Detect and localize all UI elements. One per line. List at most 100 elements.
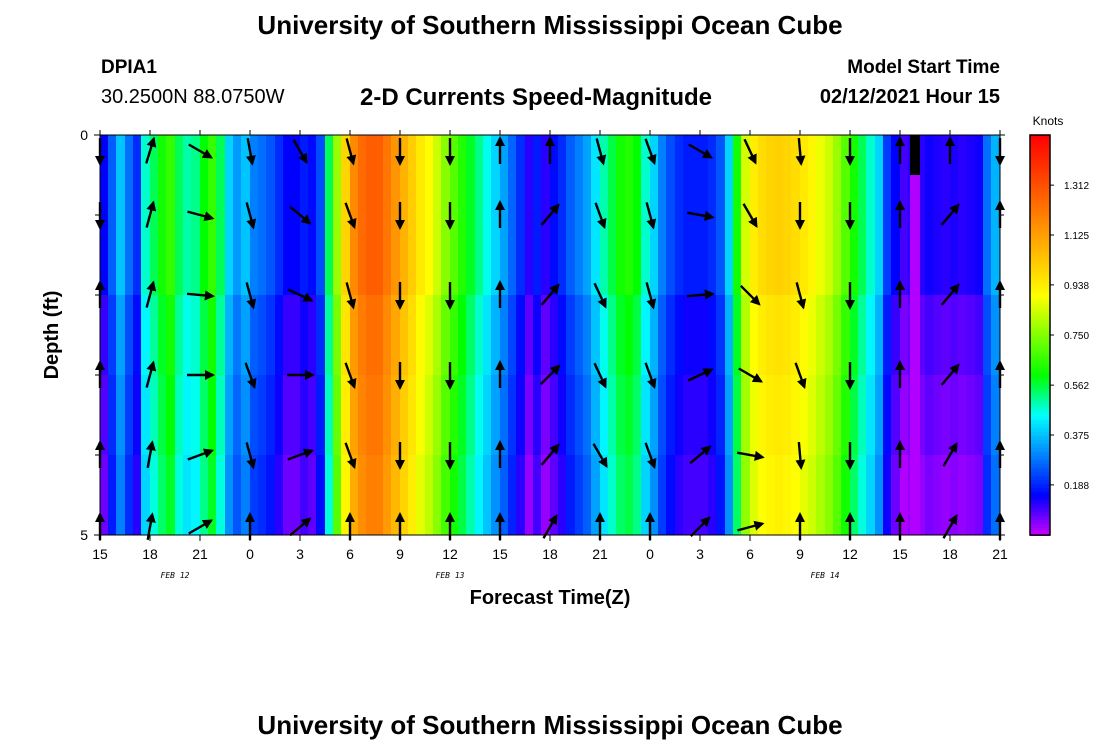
- heatmap-cell: [400, 135, 410, 216]
- colorbar-swatch: [1030, 279, 1050, 283]
- heatmap-cell: [766, 215, 776, 296]
- heatmap-cell: [125, 375, 135, 456]
- heatmap-cell: [991, 295, 1000, 376]
- heatmap-cell: [483, 455, 493, 535]
- heatmap-cell: [133, 295, 143, 376]
- heatmap-cell: [708, 215, 718, 296]
- heatmap-cell: [591, 135, 601, 216]
- heatmap-cell: [733, 135, 743, 216]
- heatmap-cell: [775, 135, 785, 216]
- heatmap-cell: [125, 295, 135, 376]
- heatmap-cell: [233, 375, 243, 456]
- heatmap-cell: [900, 455, 910, 535]
- colorbar-swatch: [1030, 327, 1050, 331]
- heatmap-cell: [616, 135, 626, 216]
- heatmap-cell: [616, 295, 626, 376]
- colorbar-swatch: [1030, 156, 1050, 160]
- heatmap-cell: [858, 135, 868, 216]
- colorbar-swatch: [1030, 503, 1050, 507]
- heatmap-cell: [300, 295, 310, 376]
- heatmap-cell: [675, 135, 685, 216]
- heatmap-cell: [566, 375, 576, 456]
- heatmap-cell: [341, 455, 351, 535]
- heatmap-cell: [533, 455, 543, 535]
- heatmap-cell: [925, 455, 935, 535]
- heatmap-cell: [158, 375, 168, 456]
- heatmap-cell: [375, 135, 385, 216]
- x-tick-label: 9: [396, 546, 404, 562]
- current-arrow: [736, 450, 765, 461]
- heatmap-cell: [325, 135, 335, 216]
- heatmap-cell: [566, 135, 576, 216]
- colorbar-swatch: [1030, 415, 1050, 419]
- heatmap-cell: [750, 135, 760, 216]
- colorbar-swatch: [1030, 455, 1050, 459]
- heatmap-cell: [600, 295, 610, 376]
- current-arrow: [688, 143, 714, 159]
- heatmap-cell: [583, 455, 593, 535]
- colorbar-swatch: [1030, 367, 1050, 371]
- colorbar-swatch: [1030, 492, 1050, 496]
- heatmap-cell: [633, 215, 643, 296]
- heatmap-cell: [841, 295, 851, 376]
- heatmap-cell: [266, 295, 276, 376]
- x-tick-label: 18: [142, 546, 158, 562]
- heatmap-cell: [658, 295, 668, 376]
- heatmap-cell: [541, 375, 551, 456]
- heatmap-cell: [541, 295, 551, 376]
- heatmap-cell: [516, 455, 526, 535]
- heatmap-cell: [983, 215, 993, 296]
- colorbar-swatch: [1030, 364, 1050, 368]
- colorbar-swatch: [1030, 471, 1050, 475]
- colorbar-swatch: [1030, 196, 1050, 200]
- heatmap-cell: [816, 135, 826, 216]
- colorbar-swatch: [1030, 380, 1050, 384]
- heatmap-cell: [975, 375, 985, 456]
- colorbar-swatch: [1030, 463, 1050, 467]
- heatmap-cell: [375, 455, 385, 535]
- heatmap-cell: [450, 375, 460, 456]
- heatmap-cell: [200, 295, 210, 376]
- current-arrow: [689, 516, 711, 538]
- colorbar-tick-label: 0.750: [1064, 331, 1089, 342]
- heatmap-cell: [183, 455, 193, 535]
- colorbar-swatch: [1030, 479, 1050, 483]
- colorbar-swatch: [1030, 444, 1050, 448]
- heatmap-cell: [991, 455, 1000, 535]
- x-tick-label: 3: [696, 546, 704, 562]
- heatmap-cell: [900, 375, 910, 456]
- heatmap-cell: [975, 135, 985, 216]
- heatmap-cell: [275, 215, 285, 296]
- heatmap-cell: [750, 375, 760, 456]
- heatmap-cell: [150, 375, 160, 456]
- heatmap-cell: [108, 375, 118, 456]
- heatmap-cell: [300, 135, 310, 216]
- heatmap-cell: [850, 135, 860, 216]
- heatmap-cell: [275, 135, 285, 216]
- heatmap-cell: [391, 215, 401, 296]
- heatmap-cell: [800, 375, 810, 456]
- x-tick-label: 12: [842, 546, 858, 562]
- heatmap-cell: [333, 295, 343, 376]
- heatmap-cell: [700, 135, 710, 216]
- heatmap-cell: [491, 375, 501, 456]
- heatmap-cell: [258, 135, 268, 216]
- heatmap-cell: [250, 295, 260, 376]
- heatmap-cell: [783, 215, 793, 296]
- current-arrow: [540, 443, 560, 466]
- heatmap-cell: [283, 295, 293, 376]
- heatmap-cell: [450, 295, 460, 376]
- current-arrow: [244, 362, 257, 390]
- heatmap-cell: [933, 215, 943, 296]
- heatmap-cell: [666, 375, 676, 456]
- colorbar-swatch: [1030, 300, 1050, 304]
- heatmap-cell: [425, 135, 435, 216]
- heatmap-cell: [383, 455, 393, 535]
- heatmap-cell: [700, 375, 710, 456]
- heatmap-cell: [958, 135, 968, 216]
- heatmap-cell: [708, 295, 718, 376]
- heatmap-cell: [941, 375, 951, 456]
- heatmap-cell: [700, 455, 710, 535]
- x-axis-label: Forecast Time(Z): [470, 587, 631, 609]
